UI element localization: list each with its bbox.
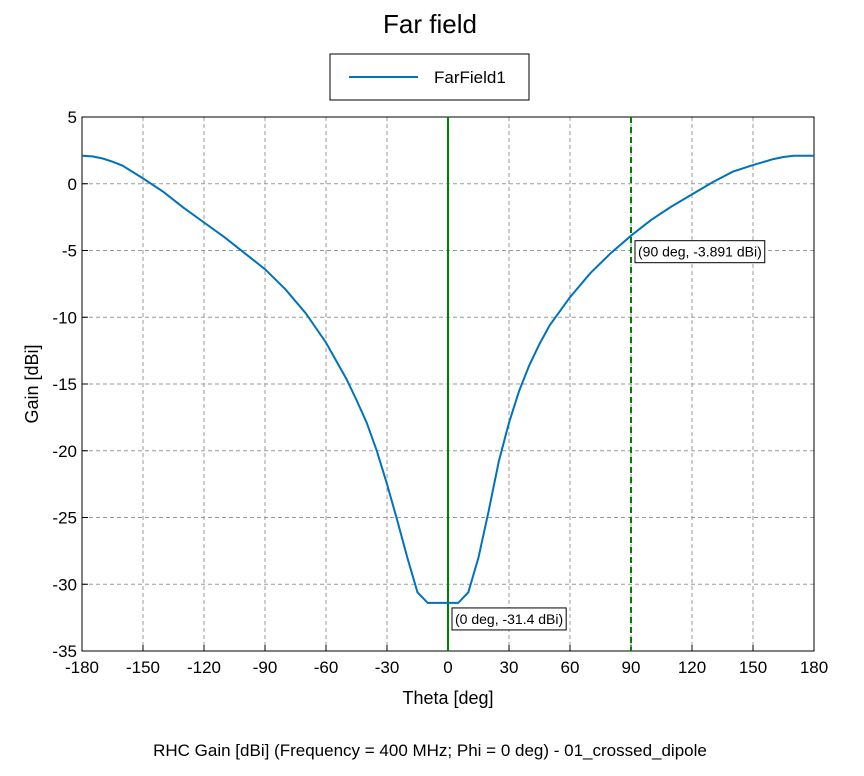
marker-annotation-box-90deg: [634, 240, 766, 264]
x-tick-label: -30: [375, 658, 400, 677]
y-tick-label: -35: [52, 642, 77, 661]
marker-annotation-label-90deg: (90 deg, -3.891 dBi): [638, 244, 762, 260]
legend-label-farfield1: FarField1: [434, 68, 506, 87]
x-axis-label: Theta [deg]: [402, 688, 493, 708]
x-axis-ticks: -180 -150 -120 -90 -60 -30 0 30 60 90 120 150 180: [65, 645, 828, 677]
y-tick-label: -30: [52, 575, 77, 594]
x-tick-label: -120: [187, 658, 221, 677]
marker-annotations: (0 deg, -31.4 dBi) (90 deg, -3.891 dBi): [451, 240, 766, 631]
y-tick-label: -5: [62, 242, 77, 261]
x-tick-label: -150: [126, 658, 160, 677]
y-tick-label: 0: [68, 175, 77, 194]
marker-annotation-box-0deg: [451, 607, 567, 631]
y-tick-label: -20: [52, 442, 77, 461]
chart-caption: RHC Gain [dBi] (Frequency = 400 MHz; Phi…: [153, 741, 707, 760]
x-tick-label: -180: [65, 658, 99, 677]
x-tick-label: 60: [561, 658, 580, 677]
x-tick-label: 150: [739, 658, 767, 677]
y-axis-label: Gain [dBi]: [22, 344, 42, 423]
marker-annotation-label-0deg: (0 deg, -31.4 dBi): [455, 611, 563, 627]
y-tick-label: -25: [52, 509, 77, 528]
y-tick-label: -15: [52, 375, 77, 394]
y-tick-label: 5: [68, 108, 77, 127]
x-tick-label: 30: [500, 658, 519, 677]
x-tick-label: -90: [253, 658, 278, 677]
marker-lines: [447, 117, 632, 651]
series-line-farfield1: [81, 154, 814, 604]
y-axis-ticks: 5 0 -5 -10 -15 -20 -25 -30 -35: [52, 108, 88, 661]
legend: FarField1: [329, 53, 530, 101]
x-tick-label: 90: [622, 658, 641, 677]
x-tick-label: -60: [314, 658, 339, 677]
chart-title: Far field: [383, 9, 477, 39]
x-tick-label: 120: [678, 658, 706, 677]
x-tick-label: 0: [443, 658, 452, 677]
x-tick-label: 180: [800, 658, 828, 677]
y-tick-label: -10: [52, 308, 77, 327]
